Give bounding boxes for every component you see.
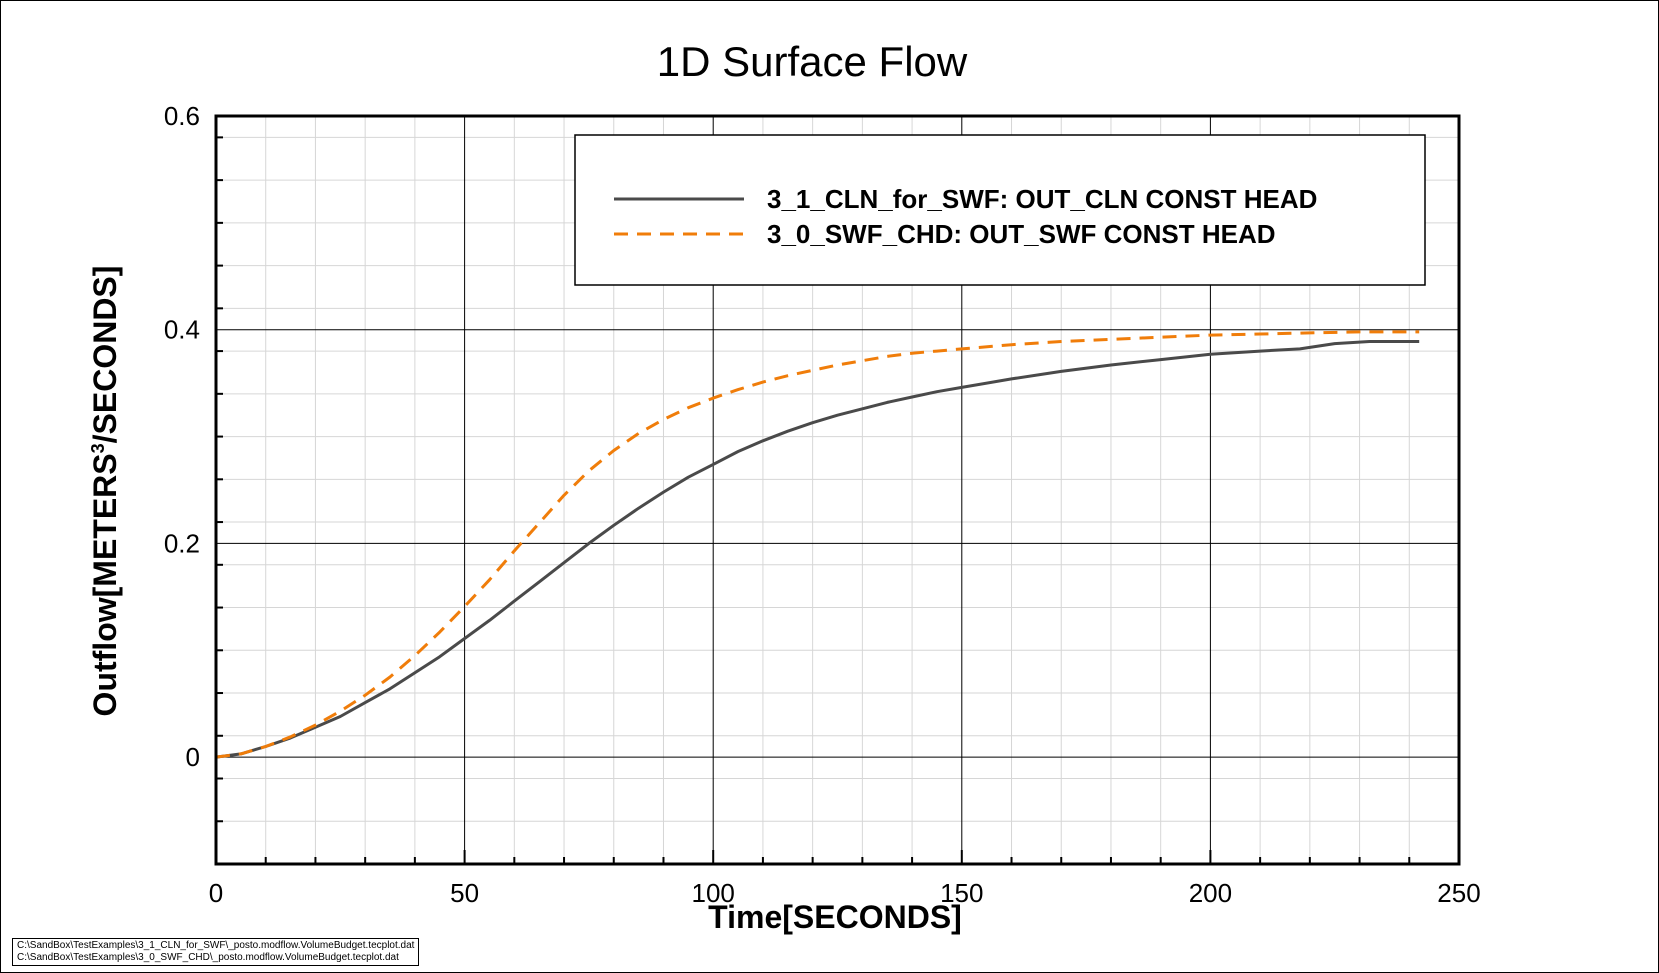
y-tick-label: 0.2 [164,528,200,558]
x-tick-label: 0 [209,878,223,908]
y-tick-label: 0.6 [164,101,200,131]
x-tick-label: 150 [940,878,983,908]
legend-label-cln: 3_1_CLN_for_SWF: OUT_CLN CONST HEAD [767,184,1317,214]
chart-title: 1D Surface Flow [657,38,968,85]
axis-ticks [215,136,1460,865]
y-tick-label: 0.4 [164,315,200,345]
y-axis-label: Outflow[METERS3/SECONDS] [87,266,123,717]
series-lines [215,330,1420,759]
y-axis-label-main: Outflow[METERS [87,453,123,716]
y-axis-label-superscript: 3 [88,443,108,453]
source-files-box: C:\SandBox\TestExamples\3_1_CLN_for_SWF\… [12,938,420,966]
series-line-0 [215,340,1420,759]
legend-label-swf: 3_0_SWF_CHD: OUT_SWF CONST HEAD [767,219,1276,249]
source-file-line: C:\SandBox\TestExamples\3_1_CLN_for_SWF\… [17,940,415,951]
x-tick-label: 250 [1437,878,1480,908]
plot-area-border [214,114,1461,866]
y-tick-label: 0 [186,742,200,772]
x-tick-label: 200 [1189,878,1232,908]
x-tick-label: 50 [450,878,479,908]
legend-box [574,134,1426,286]
legend: 3_1_CLN_for_SWF: OUT_CLN CONST HEAD 3_0_… [574,134,1426,286]
tick-labels: 0 50 100 150 200 250 0 0.2 0.4 0.6 [164,101,1481,908]
source-file-line: C:\SandBox\TestExamples\3_0_SWF_CHD\_pos… [17,952,399,963]
x-axis-label: Time[SECONDS] [708,899,962,935]
y-axis-label-tail: /SECONDS] [87,266,123,444]
x-tick-label: 100 [692,878,735,908]
